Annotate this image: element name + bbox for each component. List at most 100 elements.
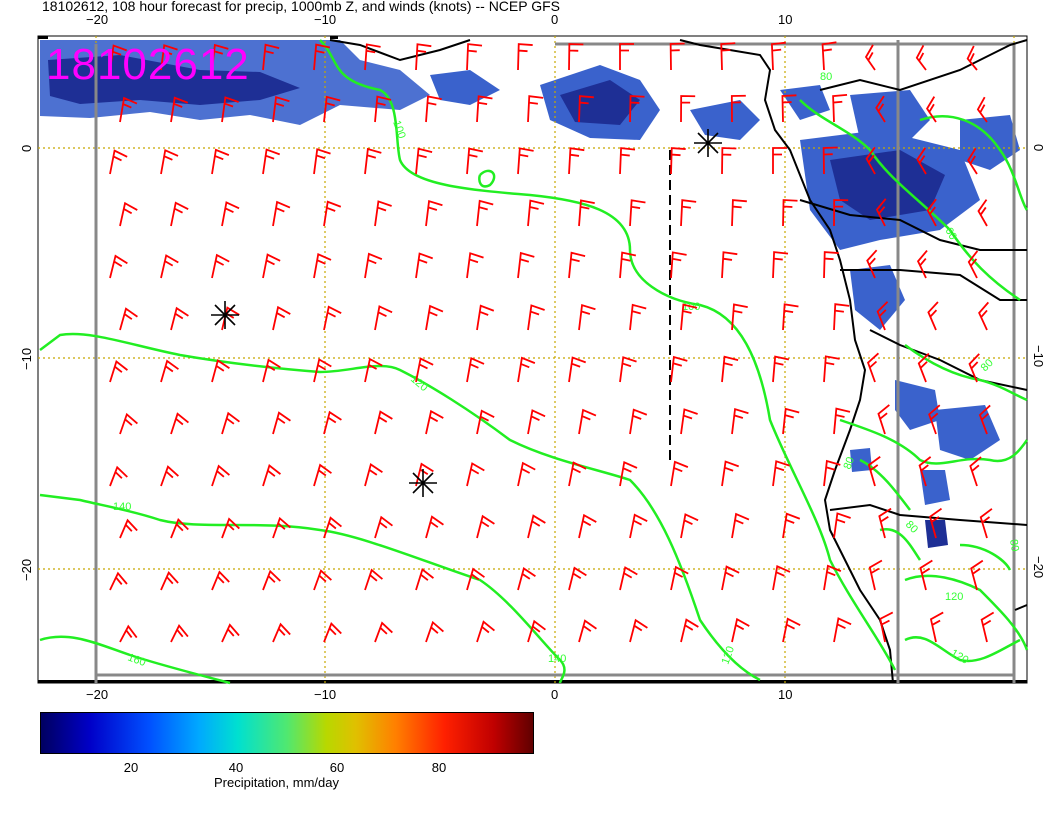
wind-barb bbox=[782, 199, 798, 227]
contour-label: 120 bbox=[945, 591, 963, 603]
wind-barb bbox=[527, 95, 544, 123]
wind-barb bbox=[466, 567, 485, 591]
wind-barb bbox=[875, 198, 887, 227]
wind-barb bbox=[966, 45, 978, 71]
wind-barb bbox=[170, 201, 189, 227]
wind-barb bbox=[323, 410, 342, 435]
contour-label: 120 bbox=[720, 645, 738, 666]
wind-barb bbox=[833, 199, 849, 227]
wind-barb bbox=[313, 569, 332, 591]
wind-barb bbox=[374, 305, 393, 331]
lat-tick: −10 bbox=[1031, 345, 1046, 367]
lat-ticks-left: 0 −10 −20 bbox=[19, 145, 34, 581]
colorbar-label: Precipitation, mm/day bbox=[214, 775, 339, 790]
wind-barb bbox=[272, 305, 291, 331]
wind-barb bbox=[782, 407, 800, 435]
wind-barb bbox=[978, 301, 990, 331]
wind-barb bbox=[527, 199, 545, 227]
subdomain-frame bbox=[94, 40, 1016, 683]
wind-barb bbox=[980, 611, 995, 643]
wind-barb bbox=[364, 252, 383, 279]
wind-barb bbox=[262, 569, 281, 591]
contour-label: 140 bbox=[113, 501, 131, 513]
precip-colorbar bbox=[40, 712, 534, 754]
lon-tick: 10 bbox=[778, 12, 792, 27]
wind-barb bbox=[476, 95, 493, 123]
wind-barb bbox=[262, 253, 281, 279]
wind-barb bbox=[731, 512, 750, 539]
wind-barb bbox=[109, 465, 128, 487]
contour-label: 160 bbox=[126, 652, 147, 670]
lon-tick: −20 bbox=[86, 687, 108, 702]
wind-barb bbox=[119, 96, 138, 123]
wind-barb bbox=[119, 201, 138, 227]
wind-barb bbox=[926, 198, 937, 227]
wind-barb bbox=[323, 622, 342, 643]
wind-barb bbox=[425, 515, 444, 539]
wind-barb bbox=[160, 359, 179, 383]
lon-tick: 0 bbox=[551, 12, 558, 27]
wind-barb bbox=[517, 566, 536, 591]
wind-barb bbox=[619, 147, 636, 175]
wind-barb bbox=[374, 410, 393, 435]
wind-barb bbox=[680, 199, 697, 227]
wind-barb bbox=[527, 514, 546, 539]
wind-barb bbox=[221, 623, 240, 643]
wind-barb bbox=[323, 95, 341, 123]
wind-barb bbox=[928, 507, 943, 539]
contour-label: 100 bbox=[390, 119, 408, 140]
wind-barb bbox=[568, 566, 587, 591]
wind-barb bbox=[823, 459, 841, 487]
wind-barb bbox=[876, 301, 889, 331]
wind-barb bbox=[476, 620, 495, 643]
wind-barb bbox=[619, 566, 638, 591]
wind-barb bbox=[476, 409, 495, 435]
wind-barb bbox=[323, 200, 342, 227]
wind-barb bbox=[211, 148, 230, 175]
lon-ticks-top: −20 −10 0 10 bbox=[86, 12, 792, 27]
wind-barb bbox=[262, 43, 280, 71]
wind-barb bbox=[109, 254, 128, 279]
wind-barb bbox=[928, 404, 941, 435]
wind-barb bbox=[976, 96, 988, 123]
wind-barb bbox=[680, 513, 699, 539]
wind-barb bbox=[877, 404, 890, 435]
wind-barb bbox=[731, 617, 750, 643]
wind-barb bbox=[918, 456, 932, 487]
wind-barb bbox=[866, 249, 878, 279]
wind-barb bbox=[211, 464, 230, 487]
wind-barb bbox=[109, 149, 128, 175]
lon-tick: −10 bbox=[314, 12, 336, 27]
wind-barb bbox=[629, 408, 648, 435]
wind-barb bbox=[170, 518, 189, 539]
wind-barb bbox=[929, 611, 944, 643]
wind-barb bbox=[119, 307, 138, 331]
colorbar-tick: 60 bbox=[329, 760, 345, 775]
wind-barb bbox=[221, 96, 239, 123]
wind-barb bbox=[927, 301, 939, 331]
lat-ticks-right: 0 −10 −20 bbox=[1031, 144, 1046, 578]
wind-barb bbox=[578, 619, 597, 643]
wind-barb bbox=[619, 43, 634, 70]
wind-barb bbox=[833, 303, 850, 331]
wind-barb bbox=[425, 304, 444, 331]
wind-barb bbox=[629, 513, 648, 539]
wind-barb bbox=[374, 515, 393, 539]
contour-label: 80 bbox=[820, 71, 832, 83]
wind-barb bbox=[866, 352, 880, 383]
wind-barb bbox=[823, 564, 842, 591]
frame-bars bbox=[38, 36, 1027, 683]
contour-label: 80 bbox=[1007, 538, 1021, 552]
lat-tick: −10 bbox=[19, 348, 34, 370]
wind-barb bbox=[415, 43, 432, 71]
lon-ticks-bottom: −20 −10 0 10 bbox=[86, 687, 792, 702]
wind-barb bbox=[262, 358, 281, 383]
wind-barb bbox=[629, 199, 646, 227]
wind-barb bbox=[109, 44, 128, 71]
lon-tick: −10 bbox=[314, 687, 336, 702]
contour-label: 80 bbox=[842, 455, 857, 471]
wind-barb bbox=[476, 199, 494, 227]
wind-barb bbox=[578, 95, 594, 123]
wind-barb bbox=[374, 95, 392, 123]
wind-barb bbox=[517, 251, 535, 279]
